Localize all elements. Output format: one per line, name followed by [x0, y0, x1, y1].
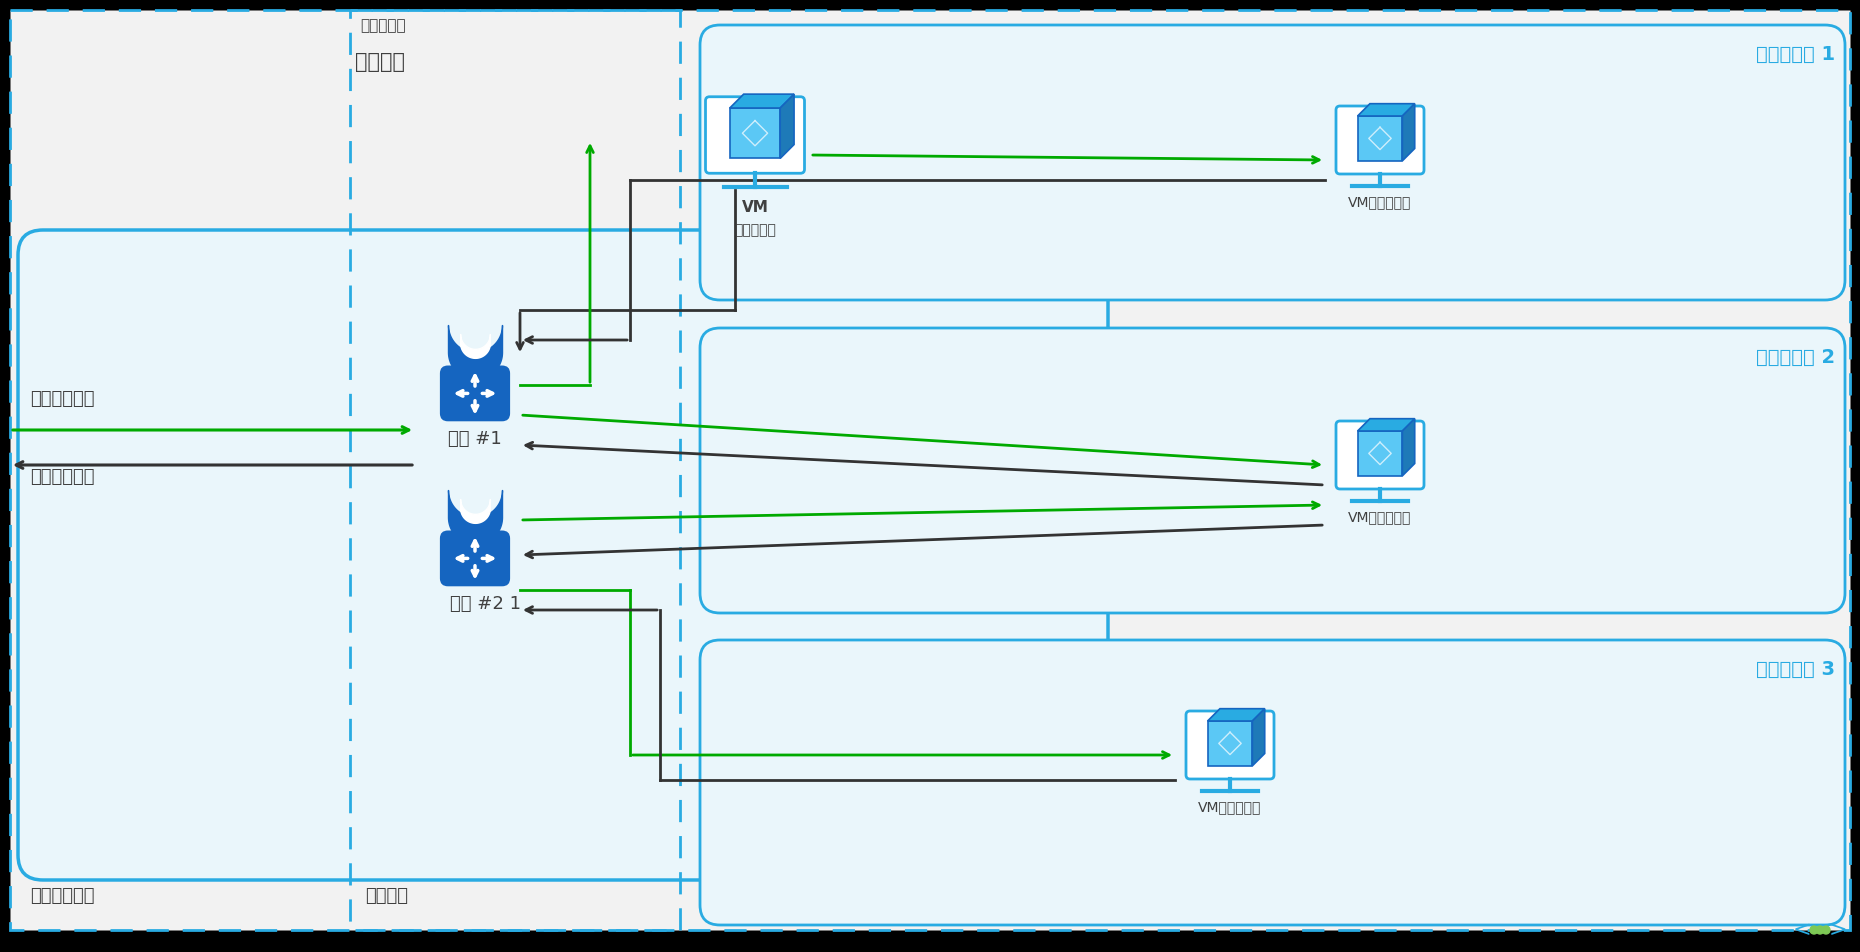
Text: VM（区域性）: VM（区域性）: [1348, 195, 1412, 209]
Polygon shape: [1402, 419, 1415, 476]
Text: >: >: [1828, 920, 1847, 940]
Text: 可用性区域 2: 可用性区域 2: [1756, 348, 1836, 367]
FancyBboxPatch shape: [699, 25, 1845, 300]
Text: 实例 #1: 实例 #1: [448, 430, 502, 448]
Circle shape: [1823, 926, 1830, 934]
FancyBboxPatch shape: [19, 230, 1109, 880]
Polygon shape: [1252, 708, 1265, 765]
Text: VM: VM: [742, 200, 768, 215]
Text: <: <: [1793, 920, 1812, 940]
Text: 跨界出口流量: 跨界出口流量: [30, 468, 95, 486]
Circle shape: [1810, 926, 1817, 934]
FancyBboxPatch shape: [699, 328, 1845, 613]
Text: 跨界入口流量: 跨界入口流量: [30, 390, 95, 408]
Bar: [350, 10, 681, 930]
FancyBboxPatch shape: [441, 366, 510, 422]
Polygon shape: [729, 94, 794, 108]
Text: 可用性区域 3: 可用性区域 3: [1756, 660, 1836, 679]
FancyBboxPatch shape: [1335, 106, 1425, 174]
FancyBboxPatch shape: [705, 97, 805, 173]
FancyBboxPatch shape: [1187, 711, 1274, 779]
Polygon shape: [1207, 721, 1252, 765]
Text: VM（区域性）: VM（区域性）: [1348, 510, 1412, 524]
Polygon shape: [1358, 419, 1415, 431]
Text: 你的虚拟网络: 你的虚拟网络: [30, 887, 95, 905]
Polygon shape: [1358, 116, 1402, 161]
Circle shape: [1815, 926, 1825, 934]
Polygon shape: [1358, 431, 1402, 476]
FancyBboxPatch shape: [699, 640, 1845, 925]
Polygon shape: [729, 108, 779, 158]
Text: VM（区域性）: VM（区域性）: [1198, 800, 1261, 814]
Text: 网关子网: 网关子网: [365, 887, 407, 905]
FancyBboxPatch shape: [1335, 421, 1425, 489]
Polygon shape: [1358, 104, 1415, 116]
Polygon shape: [1207, 708, 1265, 721]
Polygon shape: [1402, 104, 1415, 161]
FancyBboxPatch shape: [441, 530, 510, 586]
Polygon shape: [779, 94, 794, 158]
Text: （区域性）: （区域性）: [735, 223, 776, 237]
Text: 实例 #2 1: 实例 #2 1: [450, 595, 521, 613]
Text: 网络网关: 网络网关: [355, 52, 405, 72]
Text: 可用性区域 1: 可用性区域 1: [1756, 45, 1836, 64]
Text: 区域性虚拟: 区域性虚拟: [361, 18, 405, 33]
